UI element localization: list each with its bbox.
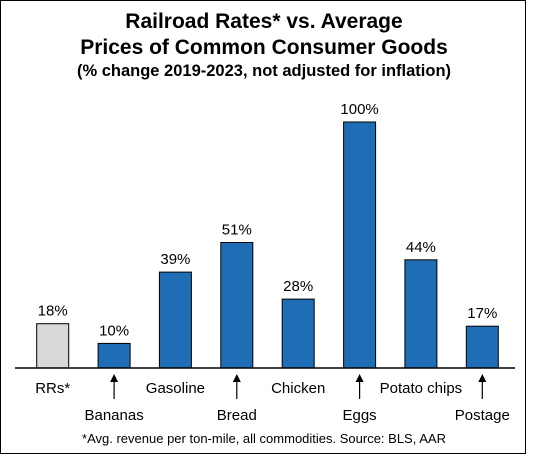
pointer-arrowhead-bananas [110,374,119,382]
category-label-chicken: Chicken [271,380,325,397]
pointer-arrowhead-eggs [355,374,364,382]
bar-rrs [36,323,70,369]
data-label-bananas: 10% [99,322,129,339]
bar-chart: 18% RRs* 10% Bananas 39% Gasoline 51% Bread 28% C… [15,101,515,424]
chart-frame: Railroad Rates* vs. Average Prices of Co… [0,0,526,454]
pointer-arrowhead-bread [232,374,241,382]
data-label-eggs: 100% [340,101,378,118]
bar-eggs [343,121,377,369]
data-label-gasoline: 39% [160,251,190,268]
chart-title-line-2: Prices of Common Consumer Goods [80,36,448,59]
bar-chicken [281,298,315,369]
data-label-chicken: 28% [283,278,313,295]
data-label-postage: 17% [467,305,497,322]
bar-bananas [97,342,131,369]
pointer-arrowhead-postage [478,374,487,382]
chart-footnote: *Avg. revenue per ton-mile, all commodit… [82,431,446,446]
category-label-bread: Bread [217,407,257,424]
bar-bread [220,242,254,369]
data-label-rrs: 18% [38,303,68,320]
category-label-potato-chips: Potato chips [380,380,463,397]
category-label-eggs: Eggs [342,407,376,424]
category-label-postage: Postage [455,407,510,424]
data-label-potato-chips: 44% [406,239,436,256]
bar-gasoline [158,271,192,369]
chart-title-line-1: Railroad Rates* vs. Average [125,10,403,33]
category-label-rrs: RRs* [35,380,70,397]
bar-postage [465,325,499,369]
chart-subtitle: (% change 2019-2023, not adjusted for in… [76,62,452,80]
category-label-bananas: Bananas [84,407,143,424]
bar-potato-chips [404,259,438,369]
category-label-gasoline: Gasoline [146,380,205,397]
data-label-bread: 51% [222,222,252,239]
